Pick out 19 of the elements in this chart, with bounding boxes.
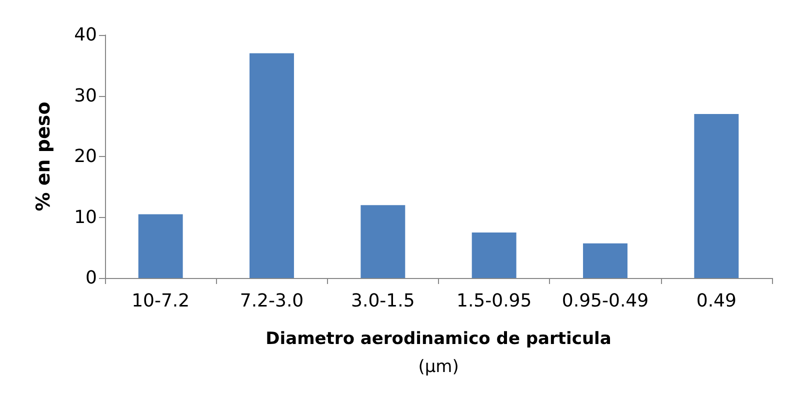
x-tick-label: 10-7.2 [132, 290, 190, 312]
bar [583, 243, 628, 278]
bar [694, 114, 739, 278]
y-tick-label: 10 [74, 206, 97, 228]
y-axis-title: % en peso [32, 102, 54, 212]
bar [472, 232, 516, 278]
x-tick-label: 1.5-0.95 [456, 290, 532, 312]
x-tick-label: 7.2-3.0 [240, 290, 304, 312]
y-tick-label: 30 [74, 85, 97, 106]
y-tick-label: 0 [86, 268, 97, 288]
bar [250, 53, 294, 278]
bar [138, 214, 183, 278]
bar [360, 205, 406, 278]
x-tick-label: 0.95-0.49 [562, 290, 649, 312]
y-tick-label: 40 [74, 24, 97, 46]
x-tick-label: 0.49 [696, 290, 736, 312]
y-tick-label: 20 [74, 146, 97, 167]
x-tick-label: 3.0-1.5 [351, 290, 415, 312]
x-axis-title: Diametro aerodinamico de particula (µm) [266, 329, 612, 377]
